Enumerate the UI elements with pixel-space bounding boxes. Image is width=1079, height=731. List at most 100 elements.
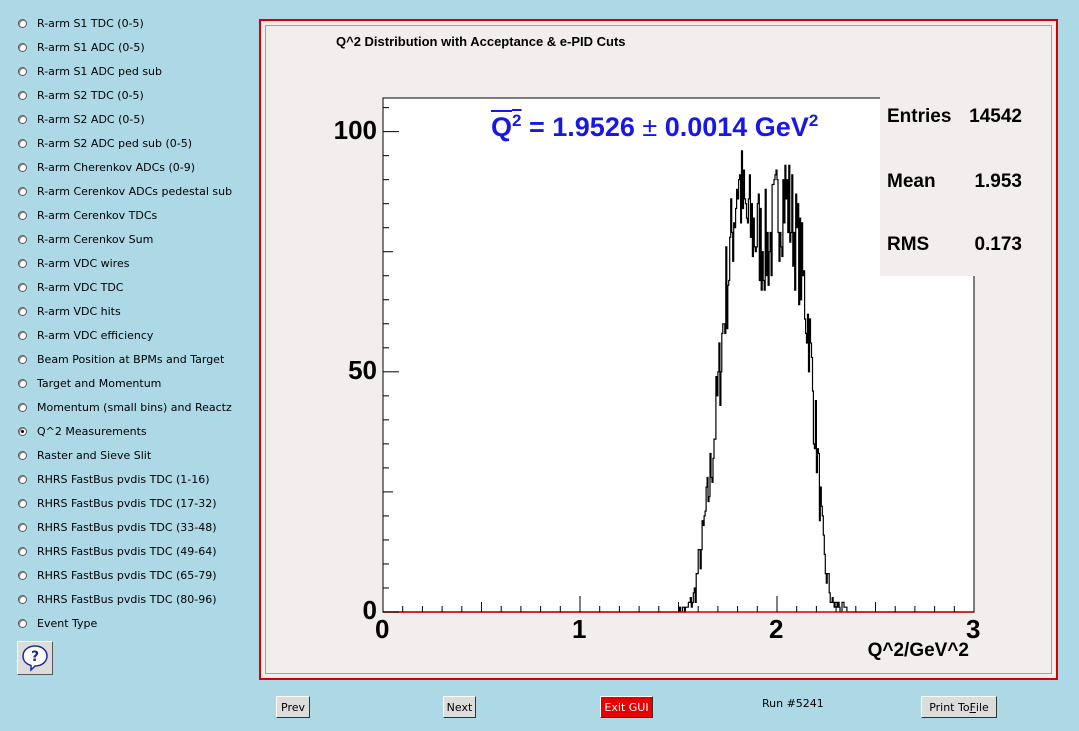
sidebar-radio-item[interactable]: R-arm Cherenkov ADCs (0-9) xyxy=(18,157,195,177)
radio-icon[interactable] xyxy=(18,138,27,148)
histogram-plot xyxy=(382,97,975,613)
plot-canvas: Q^2 Distribution with Acceptance & e-PID… xyxy=(259,19,1058,680)
sidebar-radio-item[interactable]: Event Type xyxy=(18,613,97,633)
sidebar-item-label: Q^2 Measurements xyxy=(37,424,147,438)
question-icon: ? xyxy=(22,645,48,672)
sidebar-radio-item[interactable]: Q^2 Measurements xyxy=(18,421,147,441)
sidebar-radio-item[interactable]: R-arm S2 ADC (0-5) xyxy=(18,109,145,129)
sidebar-radio-item[interactable]: RHRS FastBus pvdis TDC (17-32) xyxy=(18,493,217,513)
sidebar-radio-item[interactable]: RHRS FastBus pvdis TDC (33-48) xyxy=(18,517,217,537)
radio-icon[interactable] xyxy=(18,282,27,292)
sidebar-item-label: R-arm VDC TDC xyxy=(37,280,124,294)
sidebar-item-label: R-arm Cerenkov ADCs pedestal sub xyxy=(37,184,233,198)
rms-label: RMS xyxy=(887,234,930,255)
sidebar-item-label: Momentum (small bins) and Reactz xyxy=(37,400,232,414)
result-annotation: Q2 = 1.9526 ± 0.0014 GeV2 xyxy=(491,111,818,143)
exit-gui-button[interactable]: Exit GUI xyxy=(600,696,653,718)
sidebar-radio-item[interactable]: Target and Momentum xyxy=(18,373,161,393)
sidebar-item-label: R-arm S2 TDC (0-5) xyxy=(37,88,144,102)
x-tick-label: 0 xyxy=(375,614,390,644)
sidebar-radio-item[interactable]: R-arm Cerenkov TDCs xyxy=(18,205,157,225)
radio-icon[interactable] xyxy=(18,18,27,28)
radio-icon[interactable] xyxy=(18,306,27,316)
radio-icon[interactable] xyxy=(18,186,27,196)
radio-selected-icon[interactable] xyxy=(18,426,27,436)
rms-value: 0.173 xyxy=(974,234,1022,255)
result-value: = 1.9526 xyxy=(529,112,635,142)
sidebar-radio-item[interactable]: R-arm S2 TDC (0-5) xyxy=(18,85,144,105)
radio-icon[interactable] xyxy=(18,162,27,172)
sidebar-item-label: Beam Position at BPMs and Target xyxy=(37,352,225,366)
sidebar-item-label: RHRS FastBus pvdis TDC (33-48) xyxy=(37,520,217,534)
radio-icon[interactable] xyxy=(18,258,27,268)
radio-icon[interactable] xyxy=(18,234,27,244)
sidebar-item-label: RHRS FastBus pvdis TDC (17-32) xyxy=(37,496,217,510)
radio-icon[interactable] xyxy=(18,354,27,364)
next-button[interactable]: Next xyxy=(443,696,476,718)
sidebar-item-label: RHRS FastBus pvdis TDC (1-16) xyxy=(37,472,210,486)
prev-button[interactable]: Prev xyxy=(276,696,310,718)
sidebar-item-label: R-arm VDC hits xyxy=(37,304,121,318)
sidebar-item-label: R-arm S1 ADC (0-5) xyxy=(37,40,145,54)
sidebar-item-label: R-arm Cherenkov ADCs (0-9) xyxy=(37,160,196,174)
sidebar-radio-item[interactable]: Raster and Sieve Slit xyxy=(18,445,151,465)
sidebar-radio-item[interactable]: RHRS FastBus pvdis TDC (80-96) xyxy=(18,589,217,609)
sidebar-radio-item[interactable]: R-arm Cerenkov ADCs pedestal sub xyxy=(18,181,232,201)
radio-icon[interactable] xyxy=(18,570,27,580)
radio-icon[interactable] xyxy=(18,498,27,508)
sidebar-radio-item[interactable]: R-arm S1 ADC (0-5) xyxy=(18,37,145,57)
entries-value: 14542 xyxy=(969,106,1022,127)
print-label-pre: Print To xyxy=(929,700,970,714)
sidebar-item-label: Raster and Sieve Slit xyxy=(37,448,152,462)
radio-icon[interactable] xyxy=(18,66,27,76)
radio-icon[interactable] xyxy=(18,42,27,52)
sidebar-radio-item[interactable]: R-arm Cerenkov Sum xyxy=(18,229,153,249)
result-symbol: Q xyxy=(491,112,513,142)
sidebar-radio-item[interactable]: Momentum (small bins) and Reactz xyxy=(18,397,232,417)
sidebar-radio-item[interactable]: RHRS FastBus pvdis TDC (65-79) xyxy=(18,565,217,585)
sidebar-radio-item[interactable]: R-arm S2 ADC ped sub (0-5) xyxy=(18,133,192,153)
radio-icon[interactable] xyxy=(18,378,27,388)
sidebar-radio-item[interactable]: RHRS FastBus pvdis TDC (49-64) xyxy=(18,541,217,561)
sidebar-item-label: Event Type xyxy=(37,616,98,630)
result-unit-power: 2 xyxy=(808,111,819,130)
radio-icon[interactable] xyxy=(18,618,27,628)
result-pm: ± xyxy=(642,112,658,142)
radio-icon[interactable] xyxy=(18,594,27,604)
radio-icon[interactable] xyxy=(18,402,27,412)
sidebar-radio-item[interactable]: R-arm VDC TDC xyxy=(18,277,124,297)
help-button[interactable]: ? xyxy=(17,641,53,675)
mean-value: 1.953 xyxy=(974,171,1022,192)
svg-text:?: ? xyxy=(31,649,39,665)
y-tick-label: 0 xyxy=(362,595,377,625)
sidebar-item-label: Target and Momentum xyxy=(37,376,162,390)
radio-icon[interactable] xyxy=(18,90,27,100)
sidebar-radio-item[interactable]: R-arm S1 TDC (0-5) xyxy=(18,13,144,33)
stats-box: Entries 14542 Mean 1.953 RMS 0.173 xyxy=(880,94,1034,276)
radio-icon[interactable] xyxy=(18,522,27,532)
sidebar-item-label: RHRS FastBus pvdis TDC (49-64) xyxy=(37,544,217,558)
radio-icon[interactable] xyxy=(18,330,27,340)
x-tick-label: 2 xyxy=(769,614,784,644)
radio-icon[interactable] xyxy=(18,474,27,484)
sidebar-radio-item[interactable]: R-arm VDC hits xyxy=(18,301,121,321)
sidebar-radio-item[interactable]: R-arm S1 ADC ped sub xyxy=(18,61,162,81)
radio-icon[interactable] xyxy=(18,546,27,556)
radio-icon[interactable] xyxy=(18,210,27,220)
radio-icon[interactable] xyxy=(18,450,27,460)
result-error: 0.0014 GeV xyxy=(664,112,809,142)
sidebar-item-label: R-arm S1 TDC (0-5) xyxy=(37,16,144,30)
sidebar-radio-item[interactable]: R-arm VDC efficiency xyxy=(18,325,153,345)
sidebar: R-arm S1 TDC (0-5) R-arm S1 ADC (0-5) R-ar… xyxy=(0,0,255,650)
sidebar-item-label: R-arm Cerenkov Sum xyxy=(37,232,154,246)
print-label-hotkey: F xyxy=(969,700,976,714)
sidebar-item-label: R-arm S1 ADC ped sub xyxy=(37,64,163,78)
sidebar-radio-item[interactable]: RHRS FastBus pvdis TDC (1-16) xyxy=(18,469,210,489)
radio-icon[interactable] xyxy=(18,114,27,124)
sidebar-radio-item[interactable]: Beam Position at BPMs and Target xyxy=(18,349,224,369)
sidebar-item-label: R-arm Cerenkov TDCs xyxy=(37,208,158,222)
sidebar-item-label: RHRS FastBus pvdis TDC (80-96) xyxy=(37,592,217,606)
sidebar-radio-item[interactable]: R-arm VDC wires xyxy=(18,253,129,273)
x-tick-label: 1 xyxy=(572,614,587,644)
